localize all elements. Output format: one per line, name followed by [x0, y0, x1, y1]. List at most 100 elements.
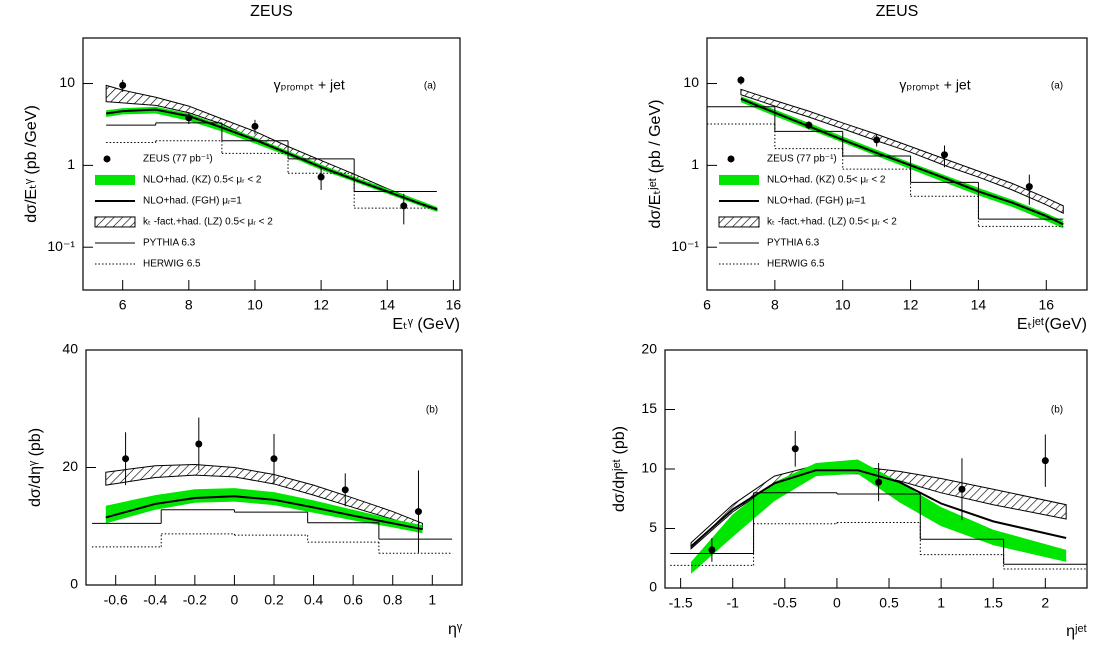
- y-tick-label: 10: [59, 74, 75, 90]
- annotation: γₚᵣₒₘₚₜ + jet: [274, 77, 345, 93]
- x-tick-label: -1.5: [669, 595, 693, 611]
- data-point: [737, 76, 745, 84]
- panel-label: (b): [1051, 405, 1063, 416]
- x-axis-label: ηᵞ: [448, 621, 463, 638]
- x-tick-label: -0.2: [183, 592, 207, 608]
- y-tick-label: 0: [649, 579, 657, 595]
- plot-area: [105, 79, 438, 225]
- x-tick-label: 0.4: [304, 592, 324, 608]
- line: [690, 469, 1067, 548]
- y-tick-label: 10: [683, 74, 699, 90]
- x-axis-label: Eₜᵞ (GeV): [392, 316, 460, 333]
- legend-symbol: [94, 216, 136, 228]
- x-tick-label: 6: [703, 297, 711, 313]
- x-tick-label: 14: [971, 297, 987, 313]
- x-axis-label: ηʲᵉᵗ: [1066, 623, 1087, 640]
- x-tick-label: 12: [313, 297, 329, 313]
- x-tick-label: -0.4: [143, 592, 167, 608]
- x-tick-label: 0: [231, 592, 239, 608]
- x-tick-label: 0.2: [264, 592, 284, 608]
- band: [691, 459, 1067, 574]
- x-axis-label: Eₜʲᵉᵗ(GeV): [1017, 316, 1087, 333]
- legend-symbol: [727, 155, 735, 163]
- y-tick-label: 15: [641, 400, 657, 416]
- line: [106, 108, 438, 211]
- x-tick-label: 6: [119, 297, 127, 313]
- plot-frame: [85, 349, 463, 586]
- x-tick-label: -0.5: [773, 595, 797, 611]
- data-point: [958, 485, 966, 493]
- data-point: [1025, 183, 1033, 191]
- x-tick-label: -0.6: [104, 592, 128, 608]
- data-point: [400, 202, 408, 210]
- plot-area: [707, 76, 1064, 229]
- line: [105, 495, 423, 531]
- data-point: [414, 508, 422, 516]
- panel: 0 5 10 15 20 -1.5 -1 -0.5 0 0.5 1 1.5 2 ηʲᵉᵗ dσ/dηʲᵉᵗ …: [611, 341, 1088, 640]
- panel-label: (b): [426, 405, 438, 416]
- data-point: [1041, 457, 1049, 465]
- y-tick-label: 10⁻¹: [671, 238, 699, 254]
- x-tick-label: 0.8: [383, 592, 403, 608]
- annotation: γₚᵣₒₘₚₜ + jet: [899, 77, 970, 93]
- y-tick-label: 20: [62, 458, 78, 474]
- panel: ZEUS 10⁻¹ 1 10 6 8 10 12 14 16 Eₜʲᵉᵗ(GeV) dσ/Eₜʲᵉᵗ …: [647, 3, 1088, 333]
- legend-label: HERWIG 6.5: [143, 259, 201, 270]
- x-tick-label: 1.5: [983, 595, 1003, 611]
- x-tick-label: 0.6: [343, 592, 363, 608]
- data-point: [185, 114, 193, 122]
- y-axis-label: dσ/dηᵞ (pb): [27, 428, 44, 507]
- legend-label: HERWIG 6.5: [767, 259, 825, 270]
- legend-symbol: [718, 216, 760, 228]
- legend-label: NLO+had. (FGH) μᵣ=1: [143, 196, 242, 207]
- legend-label: ZEUS (77 pb⁻¹): [143, 154, 213, 165]
- x-tick-label: 8: [185, 297, 193, 313]
- x-tick-label: 12: [903, 297, 919, 313]
- y-tick-label: 5: [649, 519, 657, 535]
- data-point: [119, 81, 127, 89]
- legend-label: kₜ -fact.+had. (LZ) 0.5< μᵣ < 2: [143, 217, 273, 228]
- y-tick-label: 10: [641, 460, 657, 476]
- x-tick-label: 14: [379, 297, 395, 313]
- y-tick-label: 10⁻¹: [47, 238, 75, 254]
- y-axis-label: dσ/dηʲᵉᵗ (pb): [611, 426, 628, 512]
- panel: ZEUS 10⁻¹ 1 10 6 8 10 12 14 16 Eₜᵞ (GeV) dσ/Eₜᵞ (pb…: [23, 3, 461, 333]
- legend-label: PYTHIA 6.3: [767, 238, 820, 249]
- data-point: [873, 136, 881, 144]
- legend-label: NLO+had. (KZ) 0.5< μᵣ < 2: [767, 175, 886, 186]
- y-tick-label: 40: [62, 341, 78, 357]
- panel: 0 20 40 -0.6 -0.4 -0.2 0 0.2 0.4 0.6 0.8 1 ηᵞ dσ/dηᵞ …: [27, 341, 463, 639]
- x-tick-label: 0.5: [879, 595, 899, 611]
- data-point: [805, 121, 813, 129]
- plot-frame: [664, 349, 1088, 589]
- data-point: [941, 151, 948, 159]
- y-axis-label: dσ/Eₜᵞ (pb /GeV): [23, 105, 40, 223]
- legend-symbol: [95, 174, 135, 185]
- y-tick-label: 0: [70, 576, 78, 592]
- data-point: [251, 122, 259, 130]
- y-axis-label: dσ/Eₜʲᵉᵗ (pb / GeV): [647, 100, 664, 229]
- band: [740, 88, 1064, 215]
- data-point: [195, 440, 203, 448]
- data-point: [317, 173, 325, 181]
- data-point: [708, 546, 716, 554]
- x-tick-label: 1: [428, 592, 436, 608]
- legend-label: ZEUS (77 pb⁻¹): [767, 154, 837, 165]
- legend-symbol: [103, 155, 111, 163]
- legend-label: PYTHIA 6.3: [143, 238, 196, 249]
- data-point: [122, 455, 130, 463]
- x-tick-label: 8: [771, 297, 779, 313]
- plot-area: [91, 417, 453, 554]
- legend-symbol: [719, 174, 759, 185]
- legend-label: kₜ -fact.+had. (LZ) 0.5< μᵣ < 2: [767, 217, 897, 228]
- chart-title: ZEUS: [250, 3, 293, 20]
- line: [740, 97, 1064, 226]
- plot-frame: [82, 37, 461, 291]
- x-tick-label: 2: [1041, 595, 1049, 611]
- y-tick-label: 20: [641, 341, 657, 357]
- data-point: [270, 455, 278, 463]
- panel-label: (a): [424, 81, 436, 92]
- y-tick-label: 1: [691, 156, 699, 172]
- plot-area: [670, 430, 1087, 574]
